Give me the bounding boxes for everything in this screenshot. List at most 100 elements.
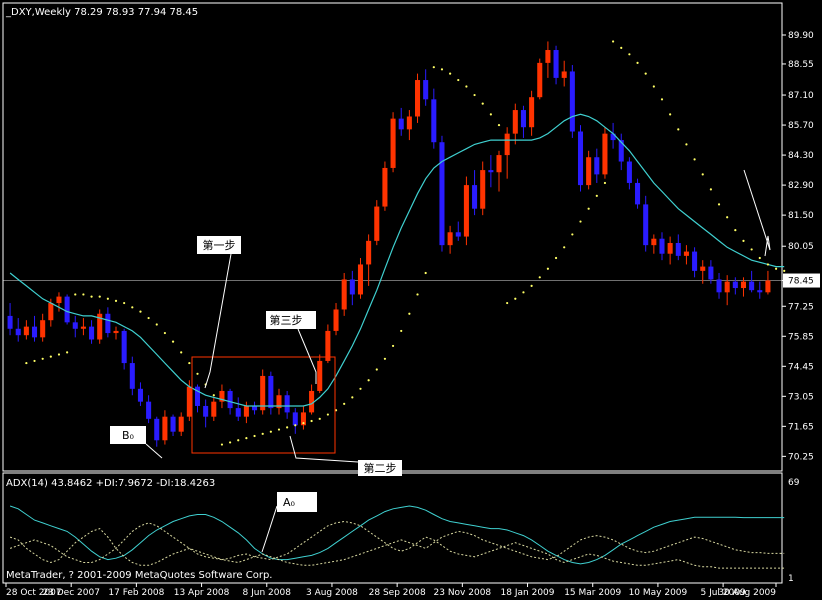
candle (366, 234, 372, 286)
candle-body (243, 405, 249, 417)
sar-dot (424, 271, 427, 275)
sar-dot (481, 102, 484, 105)
candle-body (40, 320, 46, 338)
candle-body (724, 281, 730, 293)
step1-pointer (204, 253, 232, 389)
candle (56, 292, 62, 312)
candle (675, 234, 681, 261)
sar-dot (506, 301, 509, 305)
sar-dot (726, 216, 729, 219)
candle (520, 105, 526, 138)
price-tick-label: 84.30 (788, 151, 814, 161)
sar-dot (408, 312, 411, 315)
time-tick-label: 5 Jul 2009 (700, 588, 745, 598)
sar-dot (41, 357, 44, 360)
candle (683, 245, 689, 265)
candle-body (577, 131, 584, 186)
sar-dot (766, 263, 770, 266)
candle-body (129, 363, 135, 389)
candle (651, 234, 657, 254)
candle-body (146, 401, 152, 419)
candle (480, 161, 486, 216)
candle-body (545, 50, 551, 63)
candle-body (610, 133, 616, 141)
candle-body (64, 296, 70, 323)
candle-body (455, 232, 461, 237)
label-b-callout (110, 426, 146, 444)
sar-dot (163, 331, 167, 335)
sar-dot (286, 426, 289, 429)
step3-label: 第三步 (270, 313, 303, 327)
sar-dot (375, 368, 378, 371)
sar-dot (351, 396, 354, 399)
sar-dot (98, 295, 101, 298)
candle (512, 103, 518, 145)
sar-dot (220, 443, 224, 446)
candle-body (635, 182, 641, 205)
candle (333, 303, 339, 336)
candle-body (170, 416, 176, 432)
time-tick-label: 18 Jan 2009 (501, 588, 555, 598)
sar-dot (758, 256, 761, 260)
sar-dot (473, 93, 476, 97)
candle (700, 260, 706, 284)
candle (431, 88, 437, 149)
candle (724, 275, 730, 306)
candle (15, 318, 21, 342)
candle (121, 328, 127, 370)
candle (357, 258, 364, 299)
candle-body (423, 80, 429, 100)
candle (740, 277, 747, 297)
sar-dot (33, 359, 36, 363)
candle (537, 58, 543, 100)
sar-dot (228, 441, 232, 444)
price-axis: 89.90 88.55 87.10 85.70 84.30 82.90 81.50 80.05… (782, 31, 820, 462)
sar-dot (677, 128, 680, 131)
candle-body (553, 50, 559, 78)
candle (40, 313, 46, 342)
adx-chart: 69 1 (9, 478, 800, 584)
sar-dot (90, 295, 93, 298)
candle (439, 135, 445, 252)
candle-body (520, 110, 526, 128)
label-b-pointer (145, 443, 163, 459)
candle (178, 412, 184, 436)
price-tick-label: 70.25 (788, 452, 814, 462)
candle-body (765, 280, 771, 293)
candle (203, 399, 209, 428)
candle-body (97, 313, 103, 340)
candle-body (683, 251, 689, 256)
adx-header: ADX(14) 43.8462 +DI:7.9672 -DI:18.4263 (6, 478, 215, 489)
candle (749, 270, 755, 293)
sar-dot (367, 379, 370, 382)
price-tick-label: 71.65 (788, 422, 814, 432)
sar-dot (237, 439, 240, 442)
label-a-pointer (261, 505, 278, 553)
price-tick-label: 82.90 (788, 181, 814, 191)
candle-body (300, 412, 306, 426)
candle-body (406, 116, 412, 130)
candle (235, 397, 241, 421)
candle (423, 69, 429, 106)
candle-body (512, 110, 518, 134)
candle (635, 178, 641, 209)
candle (292, 408, 298, 434)
candle-body (333, 309, 339, 331)
sar-dot (497, 123, 501, 127)
candle-body (439, 142, 445, 246)
candle (561, 60, 567, 87)
candle-body (643, 204, 649, 246)
time-tick-label: 10 May 2009 (629, 588, 688, 598)
price-tick-label: 88.55 (788, 60, 814, 70)
top-right-pointer (743, 169, 771, 251)
sar-dot (457, 78, 460, 82)
candle (129, 356, 135, 396)
candle-body (48, 303, 54, 321)
candle-body (203, 405, 209, 417)
candle (300, 405, 306, 430)
sar-dot (188, 361, 191, 365)
candle (276, 388, 282, 415)
